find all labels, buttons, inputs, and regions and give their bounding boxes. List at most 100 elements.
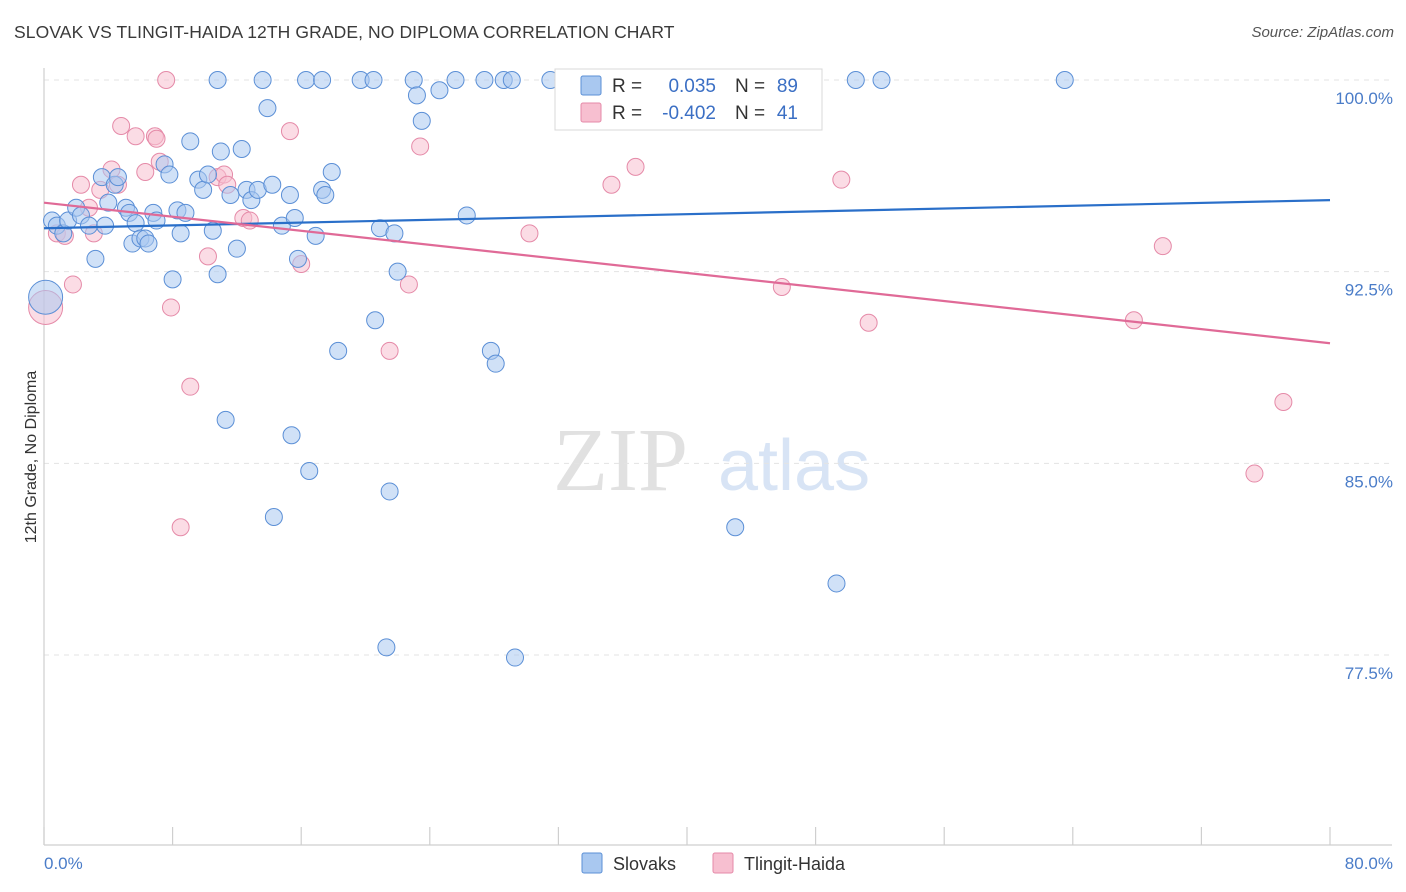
slovaks-point xyxy=(211,142,230,161)
legend-swatch-slovaks xyxy=(580,75,602,96)
tlingit-haida-point xyxy=(399,275,418,294)
slovaks-point xyxy=(221,186,240,204)
slovaks-point xyxy=(86,249,105,268)
series-legend-swatch-slovaks xyxy=(581,852,603,874)
legend-r-value-slovaks: 0.035 xyxy=(668,76,716,97)
slovaks-point xyxy=(288,249,307,268)
watermark: ZIP atlas xyxy=(553,411,870,510)
watermark-zip: ZIP xyxy=(553,411,688,510)
slovaks-point xyxy=(108,168,127,187)
tlingit-haida-point xyxy=(161,298,180,317)
slovaks-point xyxy=(430,81,449,100)
tlingit-haida-point xyxy=(411,137,430,156)
slovaks-point xyxy=(28,279,64,315)
legend-n-value-tlingit-haida: 41 xyxy=(777,103,798,124)
tlingit-haida-point xyxy=(157,71,176,89)
tlingit-haida-point xyxy=(380,341,399,360)
slovaks-point xyxy=(263,175,282,194)
tlingit-haida-point xyxy=(520,224,539,243)
legend-swatch-tlingit-haida xyxy=(580,102,602,123)
slovaks-point xyxy=(203,221,222,240)
slovaks-point xyxy=(300,462,319,480)
slovaks-point xyxy=(329,341,348,360)
slovaks-point xyxy=(366,311,385,330)
trend-lines xyxy=(43,199,1331,345)
series-legend-label-tlingit-haida: Tlingit-Haida xyxy=(744,854,846,874)
slovaks-point xyxy=(232,140,251,158)
legend-n-label-slovaks: N = xyxy=(735,76,765,97)
tlingit-haida-point xyxy=(71,175,90,194)
tlingit-haida-point xyxy=(181,377,200,396)
slovaks-point xyxy=(475,71,494,89)
legend-n-value-slovaks: 89 xyxy=(777,76,798,97)
watermark-atlas: atlas xyxy=(718,426,870,506)
slovaks-point xyxy=(313,71,332,89)
slovaks-point xyxy=(181,132,200,151)
tlingit-haida-point xyxy=(171,518,190,537)
slovaks-point xyxy=(99,193,118,212)
tlingit-haida-point xyxy=(280,122,299,141)
legend-r-label-tlingit-haida: R = xyxy=(612,103,642,124)
slovaks-point xyxy=(726,518,745,537)
slovaks-point xyxy=(872,71,891,89)
ticks: 77.5% 85.0% 92.5% 100.0% 0.0% 80.0% xyxy=(44,89,1393,873)
legend-r-value-tlingit-haida: -0.402 xyxy=(662,103,716,124)
slovaks-point xyxy=(160,165,179,184)
x-tick-label: 0.0% xyxy=(44,854,83,873)
tlingit-haida-point xyxy=(859,313,878,332)
tlingit-haida-point xyxy=(198,247,217,266)
slovaks-point xyxy=(388,262,407,281)
gridlines xyxy=(44,79,1392,656)
slovaks-point xyxy=(139,234,158,253)
slovaks-point xyxy=(198,165,217,184)
source-credit: Source: ZipAtlas.com xyxy=(1251,24,1394,41)
slovaks-points xyxy=(28,71,1074,667)
slovaks-point xyxy=(322,163,341,181)
y-axis-label: 12th Grade, No Diploma xyxy=(23,371,40,544)
slovaks-point xyxy=(502,71,521,89)
slovaks-point xyxy=(457,206,476,225)
slovaks-point xyxy=(126,214,145,233)
slovaks-point xyxy=(208,265,227,284)
slovaks-point xyxy=(282,426,301,445)
y-tick-label: 85.0% xyxy=(1345,472,1393,491)
tlingit-haida-trend-line xyxy=(43,201,1331,345)
axes xyxy=(43,68,1392,846)
slovaks-point xyxy=(216,410,235,429)
tlingit-haida-point xyxy=(602,175,621,194)
legend-n-label-tlingit-haida: N = xyxy=(735,103,765,124)
tlingit-haida-point xyxy=(112,117,131,135)
y-tick-label: 77.5% xyxy=(1345,664,1393,683)
series-legend: Slovaks Tlingit-Haida xyxy=(581,852,846,874)
tlingit-haida-point xyxy=(126,127,145,146)
tlingit-haida-point xyxy=(63,275,82,294)
chart-title: SLOVAK VS TLINGIT-HAIDA 12TH GRADE, NO D… xyxy=(14,22,675,42)
tlingit-haida-point xyxy=(772,278,791,296)
slovaks-point xyxy=(380,482,399,501)
tlingit-haida-point xyxy=(1274,393,1293,411)
stats-legend: R = 0.035 N = 89 R = -0.402 N = 41 xyxy=(554,68,823,131)
slovaks-point xyxy=(377,638,396,657)
slovaks-point xyxy=(258,99,277,118)
slovaks-point xyxy=(316,186,335,204)
legend-r-label-slovaks: R = xyxy=(612,76,642,97)
series-legend-swatch-tlingit-haida xyxy=(712,852,734,874)
slovaks-point xyxy=(1055,71,1074,89)
slovaks-point xyxy=(412,111,431,130)
slovaks-point xyxy=(404,71,423,89)
slovaks-point xyxy=(80,216,99,235)
slovaks-point xyxy=(163,270,182,289)
tlingit-haida-point xyxy=(1153,237,1172,256)
tlingit-haida-point xyxy=(136,163,155,181)
y-tick-label: 92.5% xyxy=(1345,281,1393,300)
slovaks-point xyxy=(486,354,505,373)
slovaks-point xyxy=(364,71,383,89)
x-tick-label: 80.0% xyxy=(1345,854,1393,873)
slovaks-point xyxy=(306,226,325,245)
slovaks-point xyxy=(227,239,246,258)
slovaks-point xyxy=(846,71,865,89)
slovaks-point xyxy=(253,71,272,89)
y-tick-label: 100.0% xyxy=(1335,89,1393,108)
tlingit-haida-point xyxy=(147,129,166,148)
